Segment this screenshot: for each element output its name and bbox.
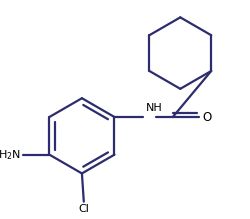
Text: Cl: Cl [78,203,89,214]
Text: H$_2$N: H$_2$N [0,148,21,162]
Text: O: O [202,111,211,124]
Text: NH: NH [146,103,162,113]
